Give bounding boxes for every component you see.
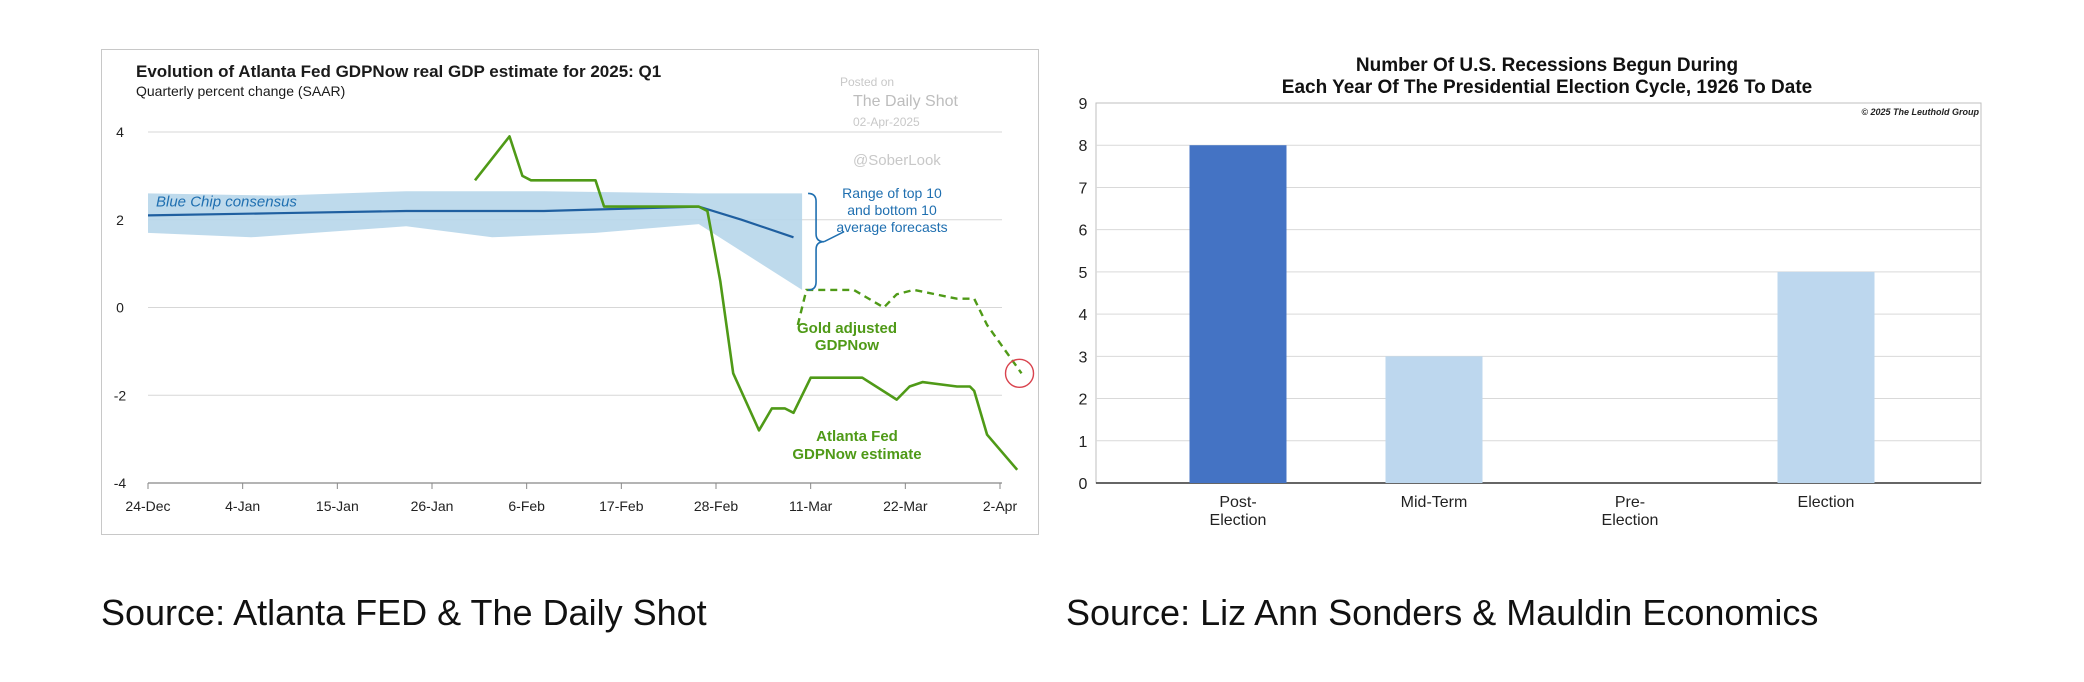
y-tick-label: 0 (116, 300, 124, 316)
gold-adjusted-label: Gold adjusted (797, 320, 897, 337)
gdpnow-chart-panel: Evolution of Atlanta Fed GDPNow real GDP… (101, 49, 1039, 535)
chart-title: Number Of U.S. Recessions Begun During (1356, 55, 1738, 76)
range-label: Range of top 10 (842, 185, 942, 201)
x-tick-label: Election (1210, 512, 1267, 529)
x-tick-label: Election (1602, 512, 1659, 529)
chart-title: Evolution of Atlanta Fed GDPNow real GDP… (136, 62, 661, 81)
x-tick-label: 28-Feb (694, 498, 739, 514)
y-tick-label: 2 (1079, 392, 1088, 409)
y-tick-label: 0 (1079, 476, 1088, 493)
gdpnow-chart: Evolution of Atlanta Fed GDPNow real GDP… (114, 62, 1035, 514)
range-label: average forecasts (836, 219, 947, 235)
x-tick-label: 24-Dec (125, 498, 170, 514)
source-caption-right: Source: Liz Ann Sonders & Mauldin Econom… (1066, 592, 1819, 633)
watermark-date: 02-Apr-2025 (853, 115, 920, 129)
bar (1777, 271, 1875, 483)
gdpnow-label: GDPNow estimate (792, 446, 921, 463)
y-tick-label: -2 (114, 387, 127, 403)
consensus-label: Blue Chip consensus (156, 193, 297, 210)
watermark-posted-on: Posted on (840, 75, 894, 89)
watermark-handle: @SoberLook (853, 152, 941, 169)
x-tick-label: 17-Feb (599, 498, 644, 514)
blue-chip-consensus-line (147, 205, 794, 239)
x-tick-label: Pre- (1615, 494, 1645, 511)
y-tick-label: 3 (1079, 349, 1088, 366)
range-label: and bottom 10 (847, 202, 937, 218)
chart-title: Each Year Of The Presidential Election C… (1282, 77, 1812, 98)
bar (1189, 145, 1287, 483)
gold-adjusted-label: GDPNow (815, 337, 880, 354)
forecast-range-band (148, 191, 803, 290)
y-tick-label: 5 (1079, 265, 1088, 282)
y-tick-label: -4 (114, 475, 127, 491)
range-bracket-pointer (823, 231, 845, 243)
x-tick-label: 22-Mar (883, 498, 928, 514)
x-tick-label: Election (1798, 494, 1855, 511)
y-tick-label: 8 (1079, 138, 1088, 155)
y-tick-label: 6 (1079, 223, 1088, 240)
gold-adjusted-gdpnow-line (796, 288, 1023, 374)
recessions-chart-panel: Number Of U.S. Recessions Begun During Ea… (1069, 49, 1984, 536)
x-tick-label: Post- (1219, 494, 1256, 511)
chart-subtitle: Quarterly percent change (SAAR) (136, 83, 345, 99)
watermark-outlet: The Daily Shot (853, 93, 958, 110)
x-tick-label: 11-Mar (789, 498, 833, 514)
x-tick-label: 26-Jan (411, 498, 454, 514)
gdpnow-label: Atlanta Fed (816, 428, 898, 445)
bar (1385, 356, 1483, 483)
latest-value-marker (1004, 358, 1035, 389)
x-tick-label: 2-Apr (983, 498, 1018, 514)
y-tick-label: 4 (1079, 307, 1088, 324)
range-bracket (808, 192, 825, 291)
y-tick-label: 1 (1079, 434, 1088, 451)
source-caption-left: Source: Atlanta FED & The Daily Shot (101, 592, 707, 633)
recessions-chart: Number Of U.S. Recessions Begun DuringEa… (1079, 55, 1982, 529)
y-tick-label: 9 (1079, 96, 1088, 113)
x-tick-label: Mid-Term (1401, 494, 1468, 511)
y-tick-label: 7 (1079, 180, 1088, 197)
copyright-note: © 2025 The Leuthold Group (1861, 107, 1979, 117)
x-tick-label: 6-Feb (508, 498, 545, 514)
y-tick-label: 2 (116, 212, 124, 228)
gdpnow-estimate-line (473, 135, 1019, 471)
y-tick-label: 4 (116, 124, 124, 140)
x-tick-label: 4-Jan (225, 498, 260, 514)
x-tick-label: 15-Jan (316, 498, 359, 514)
